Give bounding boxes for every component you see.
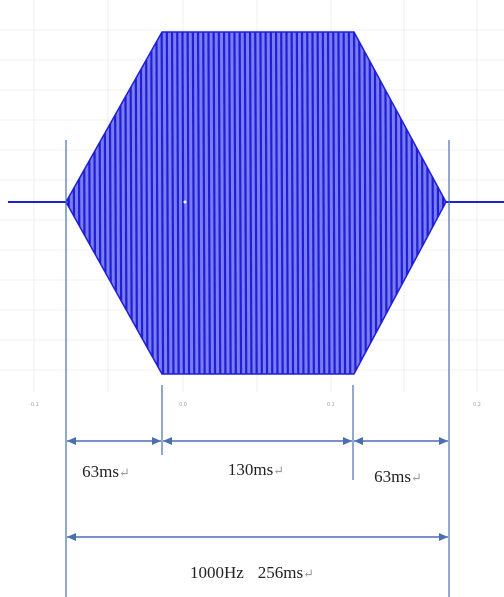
oscillation-stroke xyxy=(92,32,97,374)
oscillation-stroke xyxy=(264,32,269,374)
oscillation-stroke xyxy=(222,32,227,374)
oscillation-stroke xyxy=(160,32,165,374)
oscillation-stroke xyxy=(306,32,310,374)
oscillation-stroke xyxy=(66,32,71,374)
oscillation-stroke xyxy=(295,32,300,374)
oscillation-stroke xyxy=(399,32,404,374)
oscillation-stroke xyxy=(129,32,133,374)
oscillation-stroke xyxy=(384,32,388,374)
oscillation-stroke xyxy=(274,32,279,374)
oscillation-stroke xyxy=(108,32,113,374)
tick-label: 0.1 xyxy=(327,402,335,408)
oscillation-stroke xyxy=(389,32,393,374)
oscillation-stroke xyxy=(311,32,315,374)
axis-ticks: -0.1 0.0 0.1 0.2 xyxy=(29,402,481,408)
oscillation-stroke xyxy=(415,32,419,374)
oscillation-stroke xyxy=(358,32,362,374)
oscillation-stroke xyxy=(124,32,128,374)
oscillation-stroke xyxy=(150,32,154,374)
ramp-up-duration-label: 63ms↵ xyxy=(82,462,130,481)
oscillation-stroke xyxy=(332,32,336,374)
oscillation-stroke xyxy=(228,32,232,374)
oscillation-stroke xyxy=(207,32,211,374)
tick-label: -0.1 xyxy=(29,402,39,408)
oscillation-stroke xyxy=(430,32,435,374)
oscillation-stroke xyxy=(248,32,253,374)
oscillation-stroke xyxy=(77,32,81,374)
oscillation-stroke xyxy=(373,32,378,374)
oscillation-stroke xyxy=(155,32,159,374)
oscillation-stroke xyxy=(170,32,175,374)
oscillation-stroke xyxy=(212,32,217,374)
plateau-duration-label: 130ms↵ xyxy=(228,460,284,479)
oscillation-stroke xyxy=(191,32,196,374)
oscillation-stroke xyxy=(337,32,341,374)
oscillation-stroke xyxy=(363,32,367,374)
oscillation-stroke xyxy=(285,32,289,374)
oscillation-stroke xyxy=(347,32,352,374)
oscillation-stroke xyxy=(165,32,170,374)
total-label: 1000Hz 256ms↵ xyxy=(190,563,314,582)
oscillation-stroke xyxy=(290,32,295,374)
oscillation-stroke xyxy=(378,32,383,374)
oscillation-stroke xyxy=(176,32,180,374)
oscillation-stroke xyxy=(181,32,185,374)
oscillation-stroke xyxy=(98,32,102,374)
oscillation-stroke xyxy=(72,32,76,374)
oscillation-stroke xyxy=(316,32,321,374)
oscillation-stroke xyxy=(300,32,305,374)
oscillation-stroke xyxy=(118,32,123,374)
oscillation-stroke xyxy=(425,32,430,374)
oscillation-stroke xyxy=(103,32,107,374)
oscillation-stroke xyxy=(321,32,326,374)
tick-label: 0.0 xyxy=(179,402,187,408)
oscillation-stroke xyxy=(134,32,139,374)
boundary-lines xyxy=(65,140,450,597)
oscillation-stroke xyxy=(144,32,149,374)
oscillation-stroke xyxy=(326,32,331,374)
oscillation-stroke xyxy=(441,32,445,374)
oscillation-stroke xyxy=(202,32,206,374)
oscillation-stroke xyxy=(404,32,409,374)
oscillation-stroke xyxy=(233,32,237,374)
oscillation-stroke xyxy=(269,32,274,374)
oscillation-stroke xyxy=(259,32,263,374)
oscillation-stroke xyxy=(342,32,347,374)
oscillation-stroke xyxy=(113,32,118,374)
oscillation-stroke xyxy=(243,32,248,374)
oscillation-stroke xyxy=(420,32,425,374)
oscillation-stroke xyxy=(87,32,92,374)
oscillation-stroke xyxy=(238,32,243,374)
oscillation-stroke xyxy=(394,32,399,374)
oscillation-stroke xyxy=(82,32,87,374)
oscillation-stroke xyxy=(410,32,414,374)
tick-label: 0.2 xyxy=(473,402,481,408)
oscillation-stroke xyxy=(280,32,284,374)
oscillation-stroke xyxy=(196,32,201,374)
oscillation-stroke xyxy=(368,32,373,374)
oscillation-stroke xyxy=(352,32,357,374)
oscillation-stroke xyxy=(254,32,258,374)
oscillation-stroke xyxy=(436,32,440,374)
oscillation-stroke xyxy=(139,32,144,374)
ramp-down-duration-label: 63ms↵ xyxy=(374,467,422,486)
oscillation-stroke xyxy=(217,32,222,374)
waveform-highlight xyxy=(183,200,187,204)
oscillation-stroke xyxy=(186,32,191,374)
